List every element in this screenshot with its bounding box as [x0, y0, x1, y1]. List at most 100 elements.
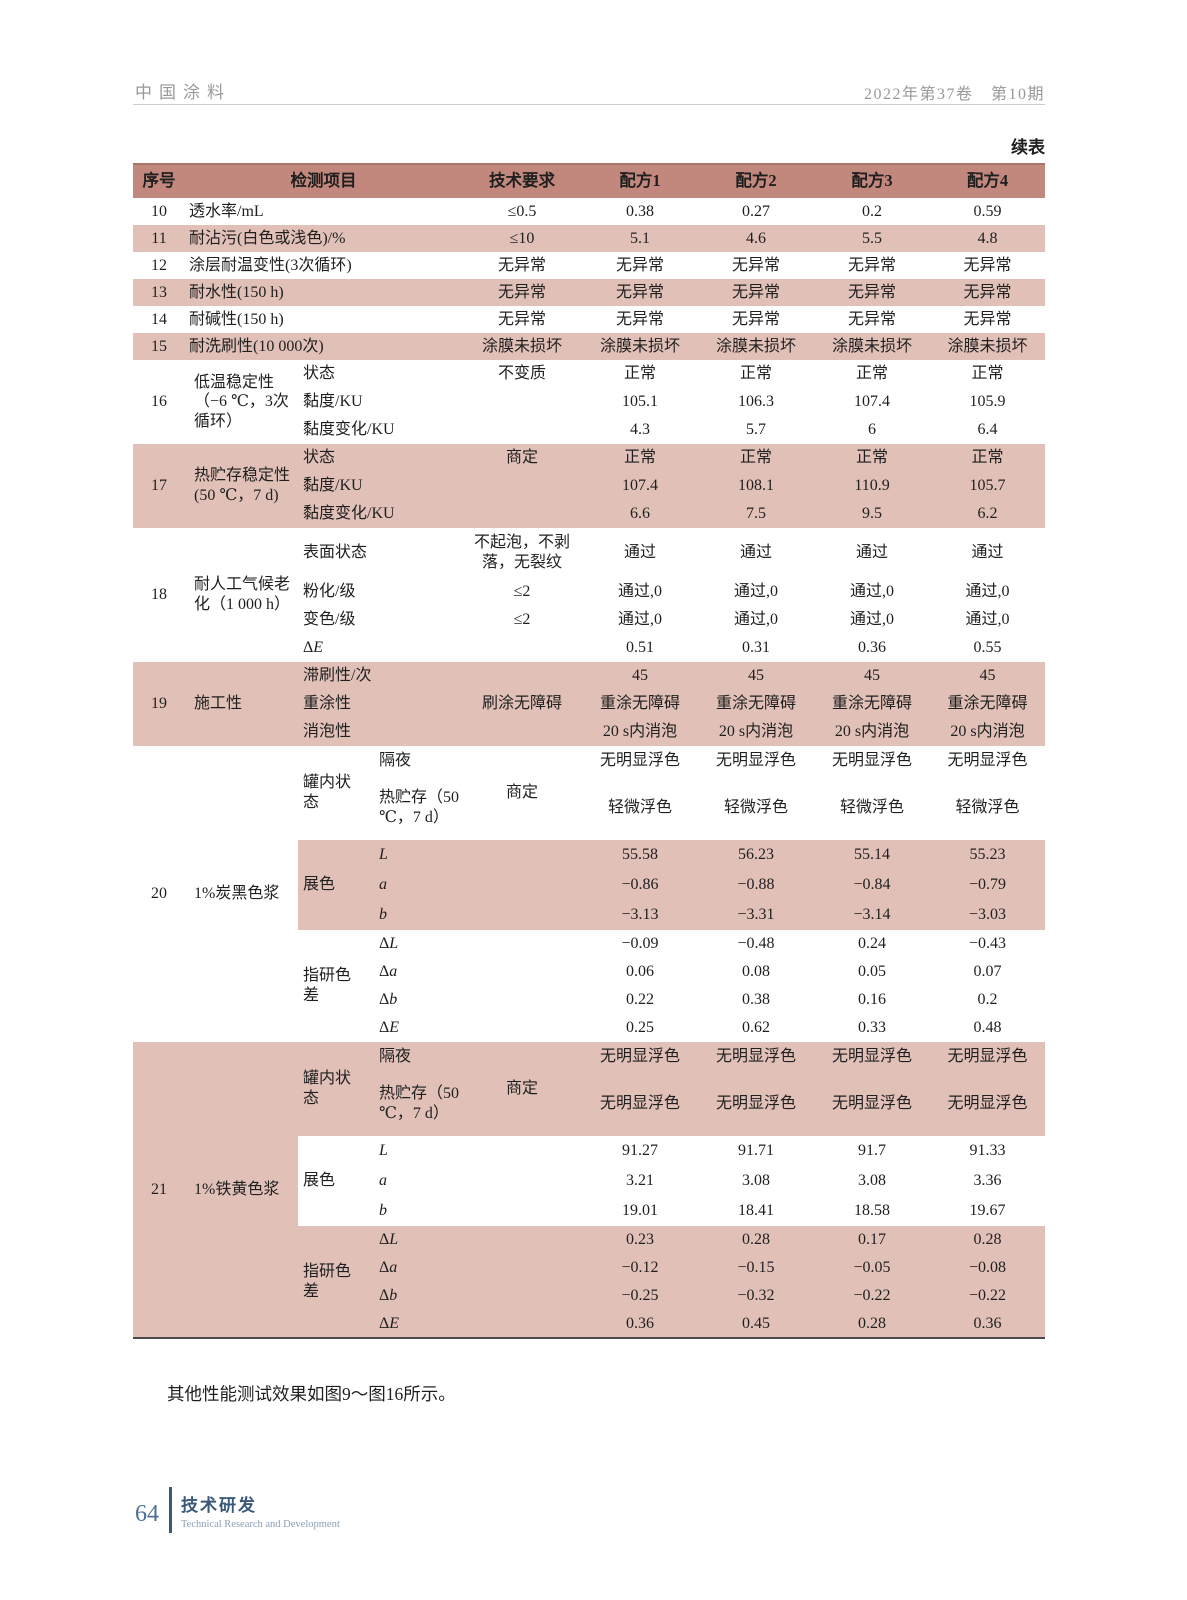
value-cell: 无异常 — [963, 256, 1012, 274]
value-cell: 轻微浮色 — [840, 799, 905, 817]
sub-item-cell: ΔE — [379, 1019, 400, 1037]
value-cell: 45 — [632, 667, 649, 685]
value-cell: 正常 — [624, 365, 657, 383]
value-cell: 无明显浮色 — [814, 1042, 931, 1072]
value-cell: 通过,0 — [965, 583, 1010, 601]
value-cell: 0.59 — [973, 202, 1002, 220]
value-cell: 0.38 — [742, 991, 771, 1009]
mid-item-cell: 指研色差 — [303, 967, 352, 1004]
table-row: 18 耐人工气候老化（1 000 h） 表面状态 不起泡，不剥落，无裂纹 通过 通过 通过通… — [133, 528, 1045, 613]
table-row: 展色 L 55.58 56.23 55.14 55.23 — [133, 840, 1046, 930]
value-cell: 91.7 — [858, 1142, 887, 1160]
value-cell: 0.22 — [626, 991, 655, 1009]
tech-req-cell: 商定 — [462, 1042, 583, 1136]
header-cell: 配方4 — [966, 171, 1009, 191]
no-cell: 11 — [151, 229, 167, 247]
value-cell: 涂膜未损坏 — [947, 337, 1028, 355]
page-footer: 64 技术研发 Technical Research and Developme… — [135, 1487, 340, 1533]
value-cell: 重涂无障碍 — [832, 695, 913, 713]
value-cell: −3.13 — [582, 900, 699, 930]
value-cell: 0.08 — [742, 963, 771, 981]
tech-req-cell: 刷涂无障碍 — [482, 695, 563, 713]
value-cell: −3.03 — [930, 900, 1046, 930]
issue-info: 2022年第37卷 第10期 — [863, 86, 1045, 103]
table-row: 11 耐沾污(白色或浅色)/% ≤10 5.1 4.6 5.5 4.8 — [133, 225, 1046, 252]
sub-item-cell: 消泡性 — [303, 723, 352, 741]
sub-item-cell: b — [366, 900, 463, 930]
table-row: 14 耐碱性(150 h) 无异常 无异常 无异常 无异常 无异常 — [133, 306, 1045, 333]
table-row: ΔE 0.36 0.45 0.28 0.36 — [133, 1310, 1046, 1338]
value-cell: 重涂无障碍 — [716, 695, 797, 713]
value-cell: 通过,0 — [965, 611, 1010, 629]
value-cell: 无明显浮色 — [698, 1042, 815, 1072]
tech-req-cell: 无异常 — [498, 256, 547, 274]
value-cell: 正常 — [740, 449, 773, 467]
value-cell: 20 s内消泡 — [602, 723, 678, 741]
value-cell: 0.33 — [858, 1019, 887, 1037]
item-cell: 耐洗刷性(10 000次) — [189, 337, 324, 355]
tech-req-cell — [462, 634, 582, 662]
value-cell: 0.06 — [626, 963, 655, 981]
page-number: 64 — [135, 1501, 159, 1527]
value-cell: 0.23 — [582, 1226, 699, 1254]
table-row: 序号 检测项目 技术要求 配方1 配方2 配方3 配方4 — [133, 164, 1046, 198]
value-cell: 通过,0 — [734, 611, 779, 629]
group-item-cell: 耐人工气候老化（1 000 h） — [194, 576, 291, 613]
mid-item-cell: 罐内状态 — [298, 1042, 366, 1136]
value-cell: 0.36 — [930, 1310, 1046, 1338]
no-cell: 15 — [151, 337, 167, 355]
sub-item-cell: ΔE — [366, 1310, 463, 1338]
tech-req-cell — [462, 930, 582, 1042]
value-cell: 91.33 — [969, 1142, 1006, 1160]
value-cell: 105.9 — [969, 393, 1006, 411]
table-row: 10 透水率/mL ≤0.5 0.38 0.27 0.2 0.59 — [133, 198, 1045, 225]
value-cell: 20 s内消泡 — [718, 723, 794, 741]
value-cell: −0.86 — [582, 870, 699, 900]
table-row: ΔE 0.25 0.62 0.33 0.48 — [133, 1014, 1045, 1042]
value-cell: 无异常 — [616, 310, 665, 328]
mid-item-cell: 展色 — [298, 840, 366, 930]
tech-req-cell: 商定 — [506, 449, 539, 467]
value-cell: 无明显浮色 — [930, 1072, 1046, 1136]
mid-item-cell: 展色 — [303, 1172, 336, 1190]
value-cell: 轻微浮色 — [955, 799, 1020, 817]
tech-req-cell — [462, 1136, 582, 1226]
value-cell: 20 s内消泡 — [950, 723, 1025, 741]
value-cell: 通过 — [971, 544, 1004, 562]
value-cell: 通过,0 — [618, 583, 663, 601]
value-cell: 4.3 — [630, 421, 651, 439]
value-cell: 无异常 — [616, 256, 665, 274]
value-cell: −0.43 — [969, 935, 1007, 953]
mid-item-cell: 指研色差 — [298, 1226, 366, 1338]
value-cell: −0.22 — [930, 1282, 1046, 1310]
value-cell: 无异常 — [732, 283, 781, 301]
value-cell: 无异常 — [848, 256, 897, 274]
sub-item-cell: Δa — [379, 963, 398, 981]
sub-item-cell: 状态 — [303, 365, 336, 383]
sub-item-cell: 黏度/KU — [303, 477, 363, 495]
value-cell: 无异常 — [616, 283, 665, 301]
tech-req-cell: 不变质 — [498, 365, 547, 383]
value-cell: −3.31 — [698, 900, 815, 930]
value-cell: 正常 — [740, 365, 773, 383]
no-cell: 14 — [151, 310, 167, 328]
sub-item-cell: 热贮存（50 ℃，7 d） — [366, 1072, 463, 1136]
tech-req-cell — [462, 416, 582, 444]
tech-req-cell: ≤2 — [513, 611, 531, 629]
sub-item-cell: 状态 — [303, 449, 336, 467]
no-cell: 16 — [151, 393, 167, 411]
table-row: 13 耐水性(150 h) 无异常 无异常 无异常 无异常 无异常 — [133, 279, 1046, 306]
tech-req-cell — [462, 472, 582, 500]
tech-req-cell — [462, 388, 582, 416]
value-cell: 轻微浮色 — [724, 799, 789, 817]
test-results-table: 序号 检测项目 技术要求 配方1 配方2 配方3 配方4 10 透水率/mL ≤0.5 0.38 0.… — [133, 163, 1046, 1339]
value-cell: −0.05 — [814, 1254, 931, 1282]
section-title-cn: 技术研发 — [181, 1495, 257, 1515]
value-cell: 无异常 — [848, 310, 897, 328]
value-cell: 通过,0 — [734, 583, 779, 601]
table-row: 12 涂层耐温变性(3次循环) 无异常 无异常 无异常 无异常 无异常 — [133, 252, 1045, 279]
value-cell: 0.28 — [814, 1310, 931, 1338]
value-cell: 4.6 — [746, 229, 767, 247]
tech-req-cell: 不起泡，不剥落，无裂纹 — [474, 534, 571, 571]
group-item-cell: 1%炭黑色浆 — [194, 885, 280, 903]
